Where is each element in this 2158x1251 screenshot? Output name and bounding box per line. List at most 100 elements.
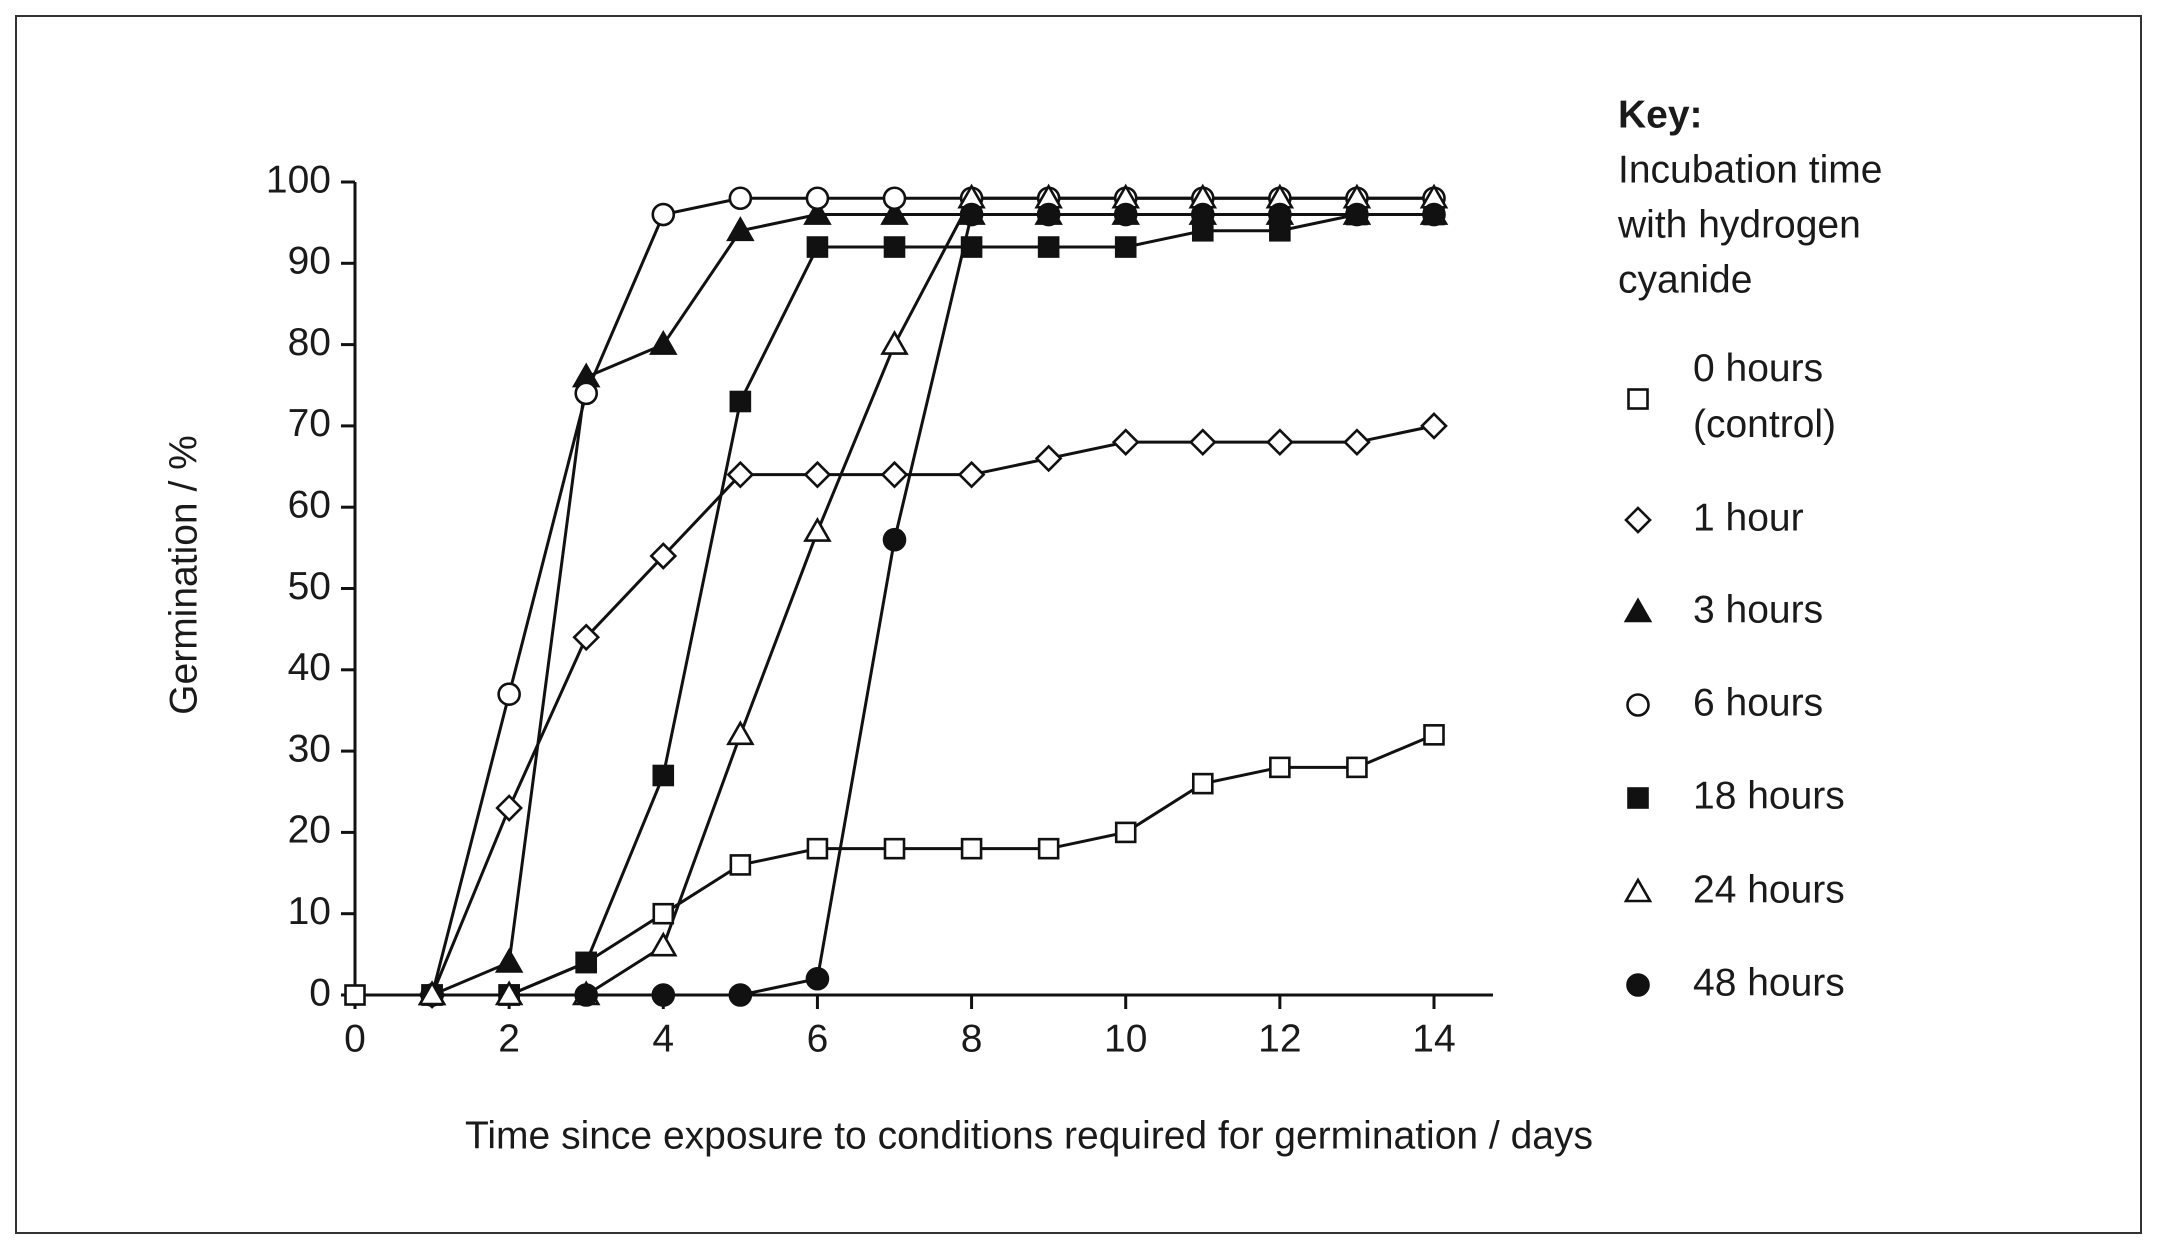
marker <box>1420 412 1448 440</box>
marker <box>882 527 907 552</box>
marker <box>1111 428 1140 456</box>
x-tick-label: 10 <box>1104 1017 1147 1060</box>
marker <box>1343 428 1371 456</box>
marker <box>883 837 906 860</box>
marker <box>1036 202 1061 227</box>
legend-label: 6 hours <box>1693 681 1823 724</box>
marker <box>806 236 829 258</box>
marker <box>1345 202 1369 227</box>
legend-note: Incubation time <box>1618 148 1883 191</box>
marker <box>652 902 675 925</box>
marker <box>572 623 601 652</box>
series-line <box>432 196 1434 997</box>
marker <box>1037 236 1060 258</box>
legend-label: 48 hours <box>1693 961 1845 1004</box>
marker <box>574 983 599 1007</box>
marker <box>417 980 447 1006</box>
x-tick-label: 4 <box>652 1017 674 1060</box>
legend-label: 0 hours (control) <box>1693 347 1836 446</box>
legend-label-line: (control) <box>1693 403 1836 446</box>
y-tick-label: 80 <box>288 321 331 364</box>
marker <box>1034 444 1063 473</box>
marker <box>1037 837 1060 860</box>
marker <box>575 951 598 974</box>
marker <box>729 854 752 876</box>
y-tick-label: 50 <box>288 565 331 608</box>
marker <box>728 983 753 1007</box>
marker <box>806 837 829 860</box>
x-tick-label: 14 <box>1412 1017 1455 1060</box>
x-axis-title: Time since exposure to conditions requir… <box>465 1114 1593 1157</box>
legend-marker <box>1627 388 1649 410</box>
marker <box>574 381 599 406</box>
marker <box>803 199 832 225</box>
series-line <box>432 213 1434 997</box>
legend-label: 24 hours <box>1693 868 1845 911</box>
marker <box>805 966 830 991</box>
marker <box>729 390 752 413</box>
legend-label: 18 hours <box>1693 774 1845 817</box>
y-tick-label: 10 <box>288 890 331 933</box>
marker <box>1114 236 1137 258</box>
marker <box>1423 724 1445 746</box>
legend-note: with hydrogen <box>1617 203 1861 246</box>
series-line <box>586 213 1434 997</box>
legend-label: 3 hours <box>1693 588 1823 631</box>
x-tick-label: 2 <box>498 1017 520 1060</box>
x-tick-label: 8 <box>961 1017 983 1060</box>
marker <box>652 764 675 787</box>
marker <box>649 931 678 957</box>
legend-note: cyanide <box>1618 258 1752 301</box>
legend-marker <box>1623 597 1653 623</box>
marker <box>883 236 906 258</box>
y-tick-label: 70 <box>288 402 331 445</box>
series-line <box>430 424 1435 996</box>
marker <box>1190 202 1215 227</box>
marker <box>1422 202 1446 227</box>
marker <box>651 983 676 1007</box>
marker <box>495 794 523 822</box>
marker <box>880 460 909 489</box>
legend-label: 1 hour <box>1693 496 1804 539</box>
legend-marker <box>1623 877 1653 903</box>
marker <box>344 984 366 1006</box>
legend-marker <box>1626 973 1650 997</box>
marker <box>494 980 524 1006</box>
marker <box>497 682 521 706</box>
marker <box>880 199 909 225</box>
y-tick-label: 60 <box>288 483 331 526</box>
marker <box>960 837 983 860</box>
series-line <box>430 196 1434 996</box>
y-tick-label: 40 <box>288 646 331 689</box>
marker <box>957 460 986 489</box>
marker <box>726 460 755 489</box>
marker <box>649 542 678 570</box>
x-tick-label: 12 <box>1258 1017 1301 1060</box>
x-tick-label: 6 <box>807 1017 829 1060</box>
marker <box>1266 428 1294 456</box>
series-line <box>431 213 1434 997</box>
marker <box>803 460 832 489</box>
marker <box>882 186 907 211</box>
marker <box>1269 756 1291 779</box>
legend-marker <box>1627 787 1649 809</box>
marker <box>960 236 983 258</box>
legend-label-line: 0 hours <box>1693 347 1834 390</box>
marker <box>651 202 676 227</box>
y-tick-label: 20 <box>288 809 331 852</box>
marker <box>728 186 753 211</box>
x-tick-label: 0 <box>344 1017 366 1060</box>
y-tick-label: 30 <box>288 727 331 770</box>
marker <box>494 947 524 973</box>
marker <box>649 329 678 355</box>
frame <box>15 15 2142 1234</box>
marker <box>1188 428 1217 456</box>
marker <box>805 186 830 211</box>
y-tick-label: 0 <box>309 971 331 1014</box>
marker <box>1268 202 1292 227</box>
marker <box>1346 756 1368 779</box>
marker <box>1114 821 1137 844</box>
marker <box>726 216 755 242</box>
marker <box>1191 772 1214 795</box>
